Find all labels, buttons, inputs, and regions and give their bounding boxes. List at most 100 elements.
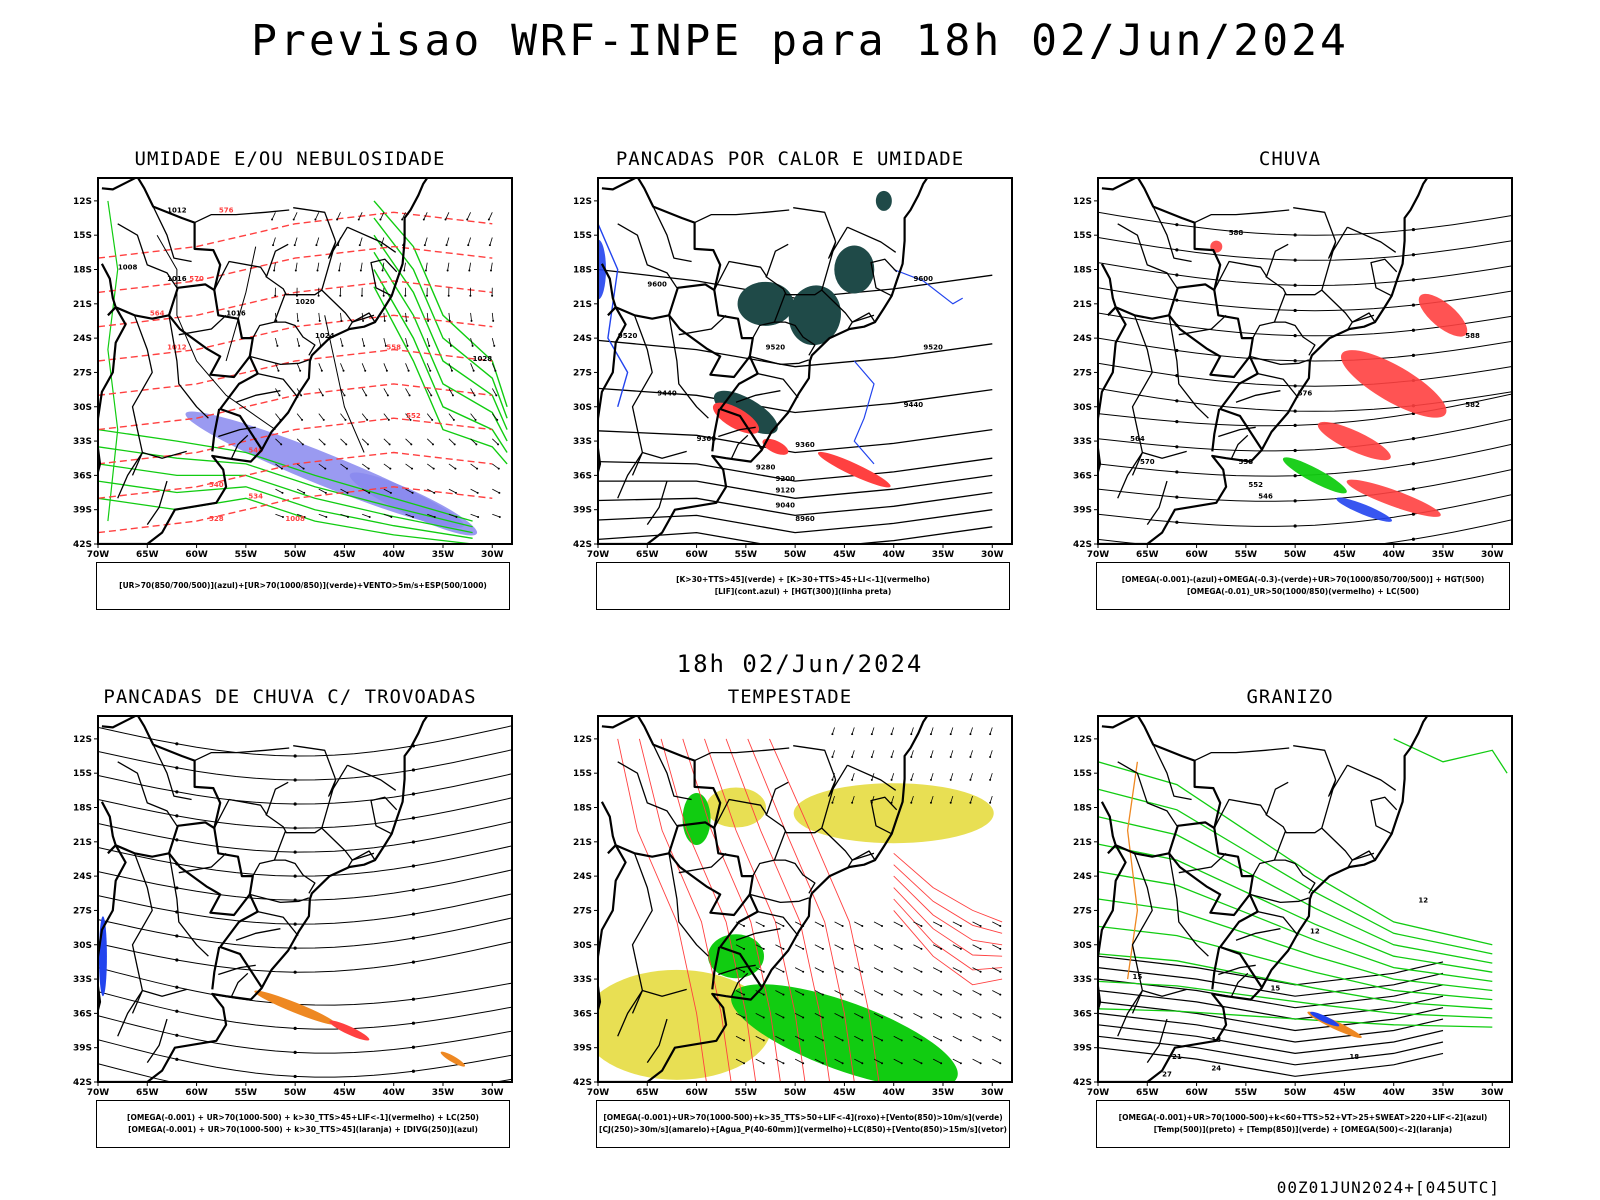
state-border (1218, 426, 1256, 438)
contour-label: 9280 (756, 464, 776, 472)
lat-tick-label: 21S (73, 300, 92, 310)
wind-arrowhead (498, 516, 501, 519)
wind-vector (834, 1058, 843, 1064)
wind-vector (340, 312, 342, 321)
wind-vector (405, 388, 410, 396)
lat-tick-label: 39S (573, 1044, 592, 1054)
country-border (107, 844, 251, 917)
state-border (617, 315, 653, 499)
wind-arrowhead (762, 1016, 765, 1019)
field-layer (598, 727, 1003, 1082)
wind-vector (989, 750, 993, 758)
coastline (98, 716, 429, 1082)
wind-arrowhead (979, 1062, 982, 1065)
wind-vector (426, 463, 434, 469)
streamline-arrow (1293, 474, 1297, 478)
wind-arrowhead (861, 993, 864, 996)
streamline-arrow (1293, 283, 1297, 287)
wind-arrowhead (910, 755, 913, 758)
temperature-contour-850 (1098, 788, 1493, 955)
wind-vector (893, 944, 902, 950)
lon-tick-label: 50W (784, 1088, 807, 1098)
lon-tick-label: 50W (1284, 550, 1307, 560)
wind-vector (814, 1035, 824, 1041)
state-border (235, 928, 281, 941)
wind-vector (275, 463, 283, 469)
state-border (765, 243, 789, 277)
wind-arrowhead (324, 491, 327, 494)
legend-caption: [OMEGA(-0.001)+UR>70(1000-500)+k>35_TTS>… (596, 1100, 1010, 1148)
state-border (178, 852, 227, 874)
wind-vector (794, 967, 804, 973)
wind-arrowhead (325, 516, 328, 519)
wind-arrowhead (364, 369, 367, 372)
wind-arrowhead (276, 344, 279, 347)
wind-arrowhead (831, 778, 834, 781)
country-border (711, 408, 721, 452)
wind-vector (913, 1013, 922, 1018)
wind-vector (318, 438, 325, 445)
wind-arrowhead (861, 924, 864, 927)
wind-arrowhead (802, 993, 805, 996)
wind-vector (873, 1013, 883, 1018)
wind-arrowhead (979, 1016, 982, 1019)
wind-vector (873, 1035, 883, 1041)
humidity-contour-1000-850 (373, 217, 508, 419)
wind-vector (470, 488, 478, 494)
wind-arrowhead (802, 1039, 805, 1042)
wind-arrowhead (411, 491, 414, 494)
state-border (694, 209, 790, 224)
wind-arrowhead (841, 924, 844, 927)
wind-arrowhead (762, 993, 765, 996)
jet-stream-area (706, 787, 766, 828)
lon-tick-label: 70W (587, 550, 610, 560)
wind-arrowhead (949, 733, 952, 736)
wind-vector (952, 967, 962, 973)
state-border (1265, 779, 1337, 834)
state-border (749, 893, 810, 904)
streamline-arrow (1293, 423, 1297, 427)
streamline-arrow (293, 826, 297, 830)
lon-tick-label: 55W (735, 550, 758, 560)
streamline-arrow (175, 1057, 179, 1061)
state-border (846, 312, 876, 331)
streamline-850 (747, 738, 855, 1082)
wind-arrowhead (999, 924, 1002, 927)
state-border (274, 859, 316, 894)
lat-tick-label: 30S (573, 403, 592, 413)
wind-vector (755, 990, 764, 995)
wind-vector (932, 1058, 942, 1064)
country-border (1107, 306, 1251, 379)
wind-arrowhead (743, 924, 746, 927)
lat-tick-label: 30S (573, 941, 592, 951)
lon-tick-label: 65W (636, 1088, 659, 1098)
streamline-arrow (175, 838, 179, 842)
wind-arrowhead (281, 491, 284, 494)
wind-arrowhead (324, 467, 327, 470)
wind-arrowhead (900, 1039, 903, 1042)
wind-vector (382, 262, 385, 271)
wind-vector (755, 944, 764, 950)
lat-tick-label: 33S (573, 437, 592, 447)
wind-vector (383, 488, 392, 494)
wind-vector (470, 513, 479, 518)
wind-vector (405, 438, 412, 445)
wind-arrowhead (782, 1062, 785, 1065)
lon-tick-label: 45W (833, 1088, 856, 1098)
streamline (1098, 469, 1512, 502)
legend-line: [UR>70(850/700/500)](azul)+[UR>70(1000/8… (119, 581, 487, 590)
wind-arrowhead (433, 516, 436, 519)
wind-arrowhead (362, 319, 365, 322)
legend-line: [CJ(250)>30m/s](amarelo)+[Agua_P(40-60mm… (599, 1125, 1007, 1134)
wind-vector (293, 212, 298, 220)
lat-tick-label: 27S (73, 368, 92, 378)
wind-arrowhead (445, 244, 448, 247)
lon-tick-label: 65W (136, 550, 159, 560)
wind-vector (488, 212, 493, 220)
lat-tick-label: 39S (73, 1044, 92, 1054)
wind-vector (854, 990, 863, 995)
page-title: Previsao WRF-INPE para 18h 02/Jun/2024 (251, 16, 1349, 66)
wind-vector (426, 438, 434, 445)
lon-tick-label: 70W (1087, 1088, 1110, 1098)
wind-arrowhead (477, 516, 480, 519)
